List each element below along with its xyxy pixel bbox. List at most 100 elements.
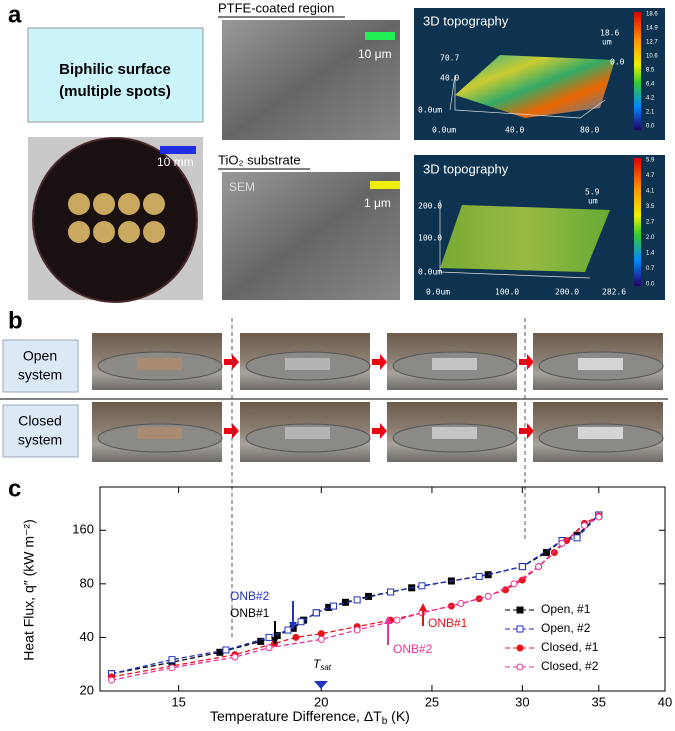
row-label: system bbox=[18, 367, 62, 383]
colorbar-label: 6.4 bbox=[646, 82, 655, 88]
point bbox=[518, 563, 526, 571]
y-tick-label: 80 bbox=[80, 575, 94, 590]
arrow-head bbox=[271, 637, 279, 645]
legend-label: Open, #2 bbox=[541, 621, 591, 635]
axis-label: 0.0um bbox=[432, 126, 456, 135]
scale-text: 10 μm bbox=[358, 47, 392, 61]
arrow-head bbox=[384, 616, 392, 624]
arrow bbox=[519, 354, 534, 370]
x-axis-label: Temperature Difference, ΔTb (K) bbox=[210, 708, 410, 727]
point bbox=[292, 633, 300, 641]
spots bbox=[285, 427, 330, 439]
scale-text: 1 μm bbox=[364, 196, 391, 210]
point bbox=[222, 646, 230, 654]
axis-label: 5.9 bbox=[585, 188, 600, 197]
point bbox=[231, 653, 239, 661]
colorbar-label: 4.2 bbox=[646, 96, 655, 102]
colorbar-label: 2.1 bbox=[646, 110, 655, 116]
annotation: ONB#1 bbox=[428, 616, 468, 630]
axis-label: 80.0 bbox=[580, 126, 599, 135]
chart: 15 20 25 30 35 40 20 40 80 160 Open, #1 Open, #2 Clo… bbox=[72, 486, 672, 709]
x-tick-label: 20 bbox=[314, 694, 328, 709]
colorbar-label: 2.7 bbox=[646, 220, 655, 226]
colorbar-label: 10.6 bbox=[646, 54, 658, 60]
legend-marker bbox=[516, 606, 524, 614]
arrow bbox=[372, 354, 387, 370]
x-tick-label: 25 bbox=[425, 694, 439, 709]
topography-panel: 3D topography 5.9 um 200.0 100.0 0.0um 0… bbox=[414, 155, 665, 300]
axis-label: 100.0 bbox=[418, 234, 442, 243]
colorbar-label: 0.7 bbox=[646, 266, 655, 272]
point bbox=[510, 580, 518, 588]
axis-label: 200.0 bbox=[555, 288, 579, 297]
colorbar-label: 0.0 bbox=[646, 124, 655, 130]
colorbar-label: 4.7 bbox=[646, 173, 655, 179]
point bbox=[393, 616, 401, 624]
row-label-box bbox=[2, 339, 79, 393]
axis-label: 18.6 bbox=[600, 29, 619, 38]
point bbox=[595, 513, 603, 521]
axis-label: 40.0 bbox=[440, 74, 459, 83]
axis-label: um bbox=[588, 197, 598, 206]
tsat-marker bbox=[314, 681, 328, 689]
image-title: PTFE-coated region bbox=[218, 0, 334, 15]
box-text: (multiple spots) bbox=[59, 83, 171, 100]
point bbox=[518, 576, 526, 584]
axis-label: um bbox=[602, 38, 612, 47]
panel-label: c bbox=[8, 475, 21, 502]
sem-image bbox=[222, 172, 400, 300]
arrow bbox=[372, 423, 387, 439]
annotation: ONB#1 bbox=[230, 606, 270, 620]
colorbar-label: 0.0 bbox=[646, 282, 655, 288]
colorbar-label: 18.6 bbox=[646, 12, 658, 18]
annotation: ONB#2 bbox=[230, 589, 270, 603]
legend-marker bbox=[516, 663, 524, 671]
plot-frame bbox=[99, 486, 666, 692]
row-label: Closed bbox=[18, 413, 62, 429]
spots bbox=[68, 193, 165, 243]
point bbox=[330, 602, 338, 610]
point bbox=[265, 633, 273, 641]
point bbox=[265, 644, 273, 652]
spots bbox=[137, 358, 182, 370]
axis-label: 70.7 bbox=[440, 54, 459, 63]
spots bbox=[578, 427, 623, 439]
axis-label: 0.0um bbox=[418, 268, 442, 277]
scale-bar bbox=[160, 146, 196, 154]
colorbar-label: 12.7 bbox=[646, 40, 658, 46]
point bbox=[484, 571, 492, 579]
point bbox=[558, 539, 566, 547]
point bbox=[317, 630, 325, 638]
row-label: Open bbox=[23, 348, 57, 364]
topo-title: 3D topography bbox=[423, 13, 509, 28]
point bbox=[284, 626, 292, 634]
point bbox=[457, 600, 465, 608]
point bbox=[387, 588, 395, 596]
series-line bbox=[111, 516, 600, 681]
arrow-head bbox=[289, 622, 297, 630]
point bbox=[418, 582, 426, 590]
point bbox=[168, 656, 176, 664]
series-line bbox=[111, 514, 600, 675]
point bbox=[484, 592, 492, 600]
spots bbox=[432, 427, 477, 439]
topography-panel: 3D topography 18.6 um 0.0 70.7 40.0 0.0u… bbox=[414, 8, 665, 140]
y-axis-label: Heat Flux, q″ (kW m⁻²) bbox=[21, 519, 37, 660]
image-title: TiO₂ substrate bbox=[218, 152, 301, 167]
spots bbox=[578, 358, 623, 370]
spots bbox=[432, 358, 477, 370]
colorbar-label: 1.4 bbox=[646, 251, 655, 257]
axis-label: 40.0 bbox=[505, 126, 524, 135]
legend-label: Closed, #1 bbox=[541, 640, 599, 654]
x-tick-label: 30 bbox=[515, 694, 529, 709]
row-label-box bbox=[2, 404, 79, 458]
axis-label: 200.0 bbox=[418, 202, 442, 211]
annotation: ONB#2 bbox=[393, 642, 433, 656]
point bbox=[353, 596, 361, 604]
panel-label: a bbox=[8, 1, 22, 28]
point bbox=[353, 626, 361, 634]
axis-label: 100.0 bbox=[495, 288, 519, 297]
y-tick-label: 40 bbox=[80, 629, 94, 644]
colorbar-label: 14.9 bbox=[646, 26, 658, 32]
